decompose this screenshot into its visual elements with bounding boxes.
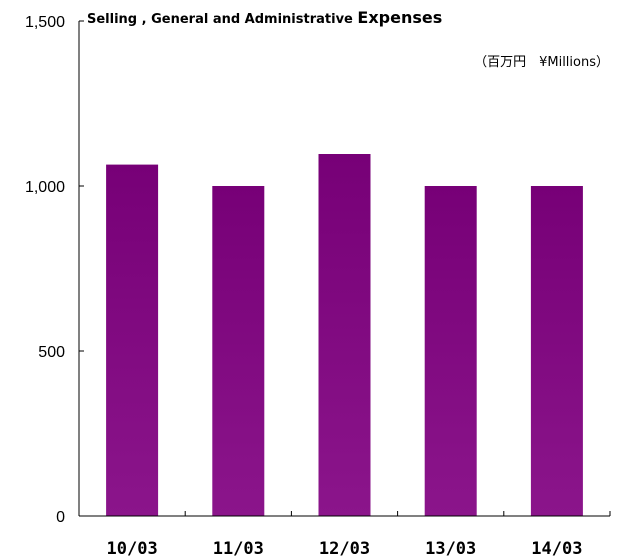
- y-tick-label: 500: [38, 344, 65, 361]
- bar-13-03: [424, 186, 477, 516]
- y-tick-label: 1,000: [25, 179, 65, 196]
- x-tick-label: 11/03: [213, 539, 264, 559]
- x-tick-label: 10/03: [107, 539, 158, 559]
- y-tick-label: 0: [56, 509, 65, 526]
- bar-11-03: [212, 186, 265, 516]
- y-axis: 0 500 1,000 1,500: [25, 14, 84, 526]
- x-tick-label: 13/03: [425, 539, 476, 559]
- bars-group: [106, 154, 583, 516]
- bar-12-03: [318, 154, 371, 516]
- bar-14-03: [530, 186, 583, 516]
- x-tick-label: 14/03: [531, 539, 582, 559]
- bar-10-03: [106, 164, 159, 516]
- y-tick-label: 1,500: [25, 14, 65, 31]
- x-tick-label: 12/03: [319, 539, 370, 559]
- x-axis: 10/03 11/03 12/03 13/03 14/03: [78, 511, 611, 559]
- unit-label: （百万円 ¥Millions）: [474, 55, 609, 70]
- chart-title: Selling , General and Administrative Exp…: [87, 8, 442, 27]
